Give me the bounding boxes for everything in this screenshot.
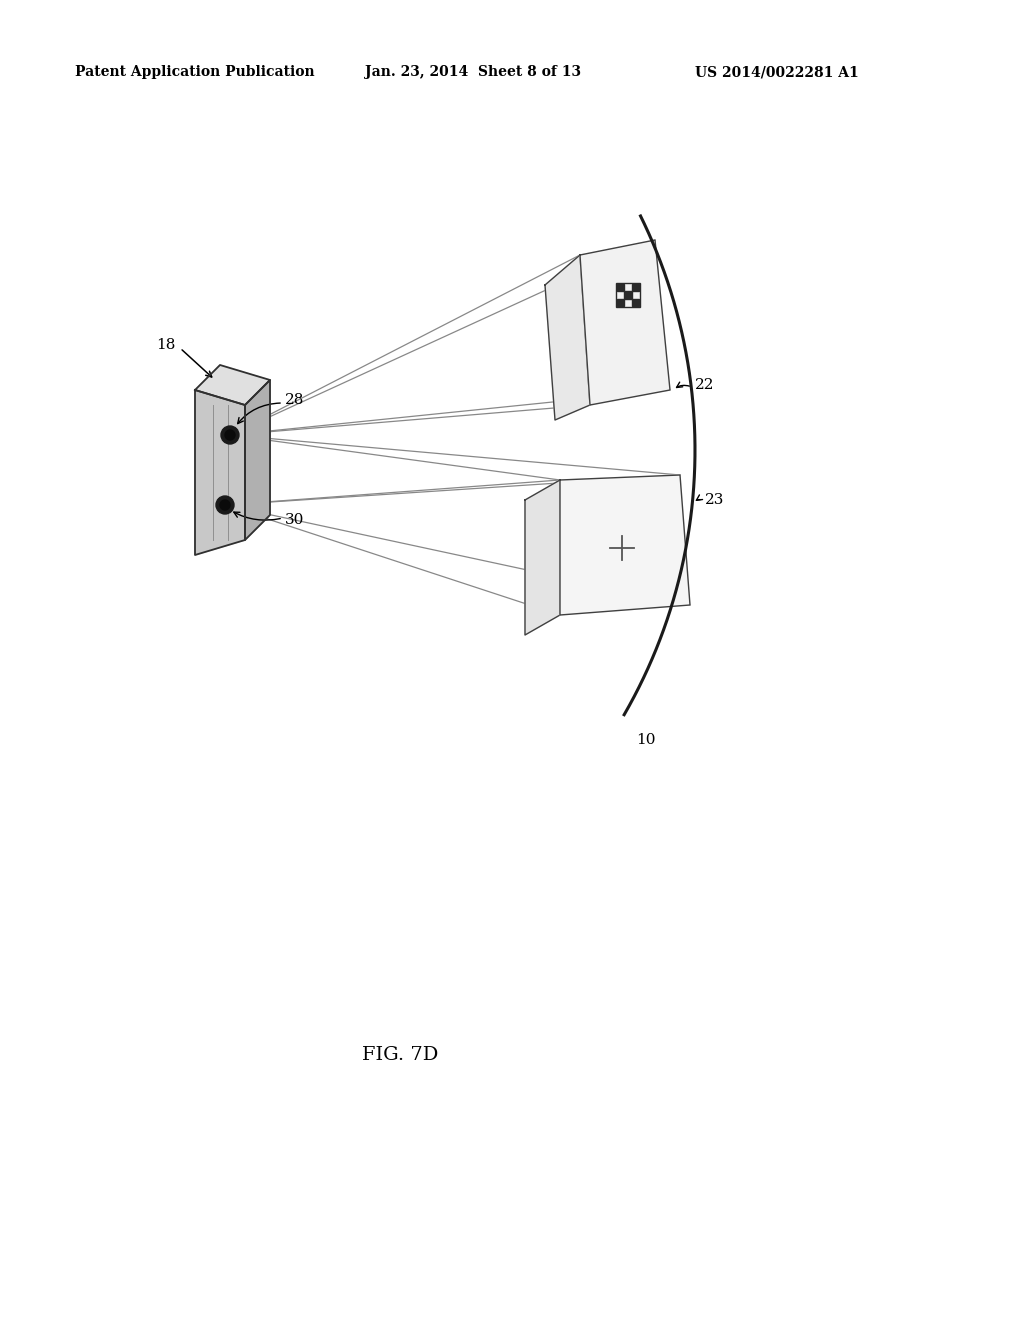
- Circle shape: [225, 430, 234, 440]
- Circle shape: [216, 496, 234, 513]
- Polygon shape: [545, 255, 590, 420]
- Circle shape: [220, 500, 230, 510]
- Text: 18: 18: [156, 338, 175, 352]
- Text: 23: 23: [705, 492, 724, 507]
- Bar: [632, 284, 639, 292]
- Text: 28: 28: [285, 393, 304, 407]
- Bar: [632, 298, 639, 306]
- Polygon shape: [525, 480, 560, 635]
- Text: Jan. 23, 2014  Sheet 8 of 13: Jan. 23, 2014 Sheet 8 of 13: [365, 65, 582, 79]
- Bar: [616, 282, 640, 308]
- Polygon shape: [195, 389, 245, 554]
- Text: 10: 10: [636, 733, 655, 747]
- Text: 30: 30: [285, 513, 304, 527]
- Bar: [625, 292, 632, 298]
- Bar: [617, 298, 625, 306]
- Polygon shape: [195, 366, 270, 405]
- Circle shape: [221, 426, 239, 444]
- Text: 22: 22: [695, 378, 715, 392]
- Text: FIG. 7D: FIG. 7D: [361, 1045, 438, 1064]
- Polygon shape: [560, 475, 690, 615]
- Text: Patent Application Publication: Patent Application Publication: [75, 65, 314, 79]
- Polygon shape: [580, 240, 670, 405]
- Bar: [617, 284, 625, 292]
- Text: US 2014/0022281 A1: US 2014/0022281 A1: [695, 65, 859, 79]
- Polygon shape: [245, 380, 270, 540]
